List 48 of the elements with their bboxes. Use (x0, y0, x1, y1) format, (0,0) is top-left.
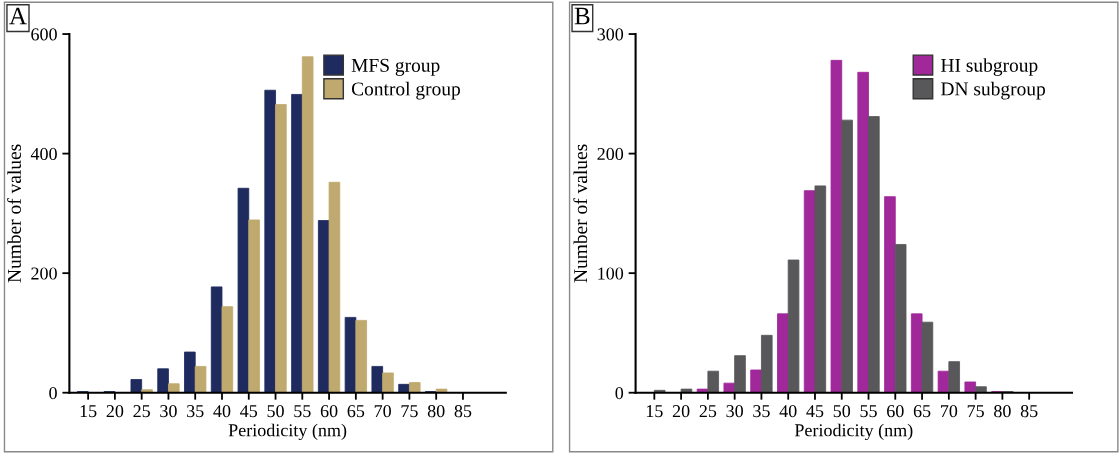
x-tick-label: 30 (160, 405, 177, 418)
legend-label: Control group (351, 81, 460, 100)
x-tick-label: 25 (133, 405, 150, 418)
legend-label: HI subgroup (941, 58, 1038, 76)
x-tick-label: 40 (213, 405, 231, 418)
x-tick-label: 85 (1020, 405, 1038, 418)
y-axis-title: Number of values (573, 144, 588, 283)
x-tick-label: 60 (887, 405, 904, 418)
text: B (574, 7, 590, 25)
x-tick-label: 20 (106, 405, 124, 418)
x-tick-label: 35 (753, 405, 770, 418)
y-tick-label: 200 (31, 267, 57, 280)
x-tick-label: 25 (699, 405, 717, 418)
x-tick-label: 55 (294, 405, 311, 418)
text: A (9, 7, 27, 25)
x-tick-label: 50 (833, 405, 851, 418)
y-tick-label: 600 (31, 28, 57, 41)
y-tick-label: 200 (597, 147, 624, 161)
x-tick-label: 70 (941, 405, 958, 418)
x-tick-label: 85 (454, 405, 472, 418)
x-tick-label: 75 (401, 405, 418, 418)
x-tick-label: 70 (374, 405, 391, 418)
legend-label: DN subgroup (941, 81, 1046, 100)
x-tick-label: 45 (806, 405, 824, 418)
x-tick-label: 65 (347, 405, 365, 418)
x-tick-label: 75 (967, 405, 984, 418)
x-axis-title: Periodicity (nm) (228, 423, 347, 441)
y-axis-title: Number of values (7, 144, 21, 283)
x-tick-label: 40 (779, 405, 797, 418)
x-tick-label: 55 (860, 405, 877, 418)
legend-label: MFS group (351, 58, 440, 76)
y-tick-label: 0 (615, 386, 624, 400)
x-axis-title: Periodicity (nm) (794, 423, 913, 441)
x-tick-label: 30 (726, 405, 743, 418)
x-tick-label: 60 (320, 405, 338, 418)
x-tick-label: 80 (994, 405, 1011, 418)
x-tick-label: 15 (80, 405, 97, 418)
y-tick-label: 300 (597, 28, 624, 41)
x-tick-label: 50 (267, 405, 284, 418)
x-tick-label: 35 (187, 405, 204, 418)
y-tick-label: 400 (30, 147, 57, 161)
x-tick-label: 80 (427, 405, 445, 418)
y-tick-label: 100 (598, 267, 624, 280)
x-tick-label: 20 (672, 405, 690, 418)
x-tick-label: 15 (646, 405, 663, 418)
x-tick-label: 45 (240, 405, 258, 418)
y-tick-label: 0 (49, 386, 57, 400)
x-tick-label: 65 (913, 405, 931, 418)
